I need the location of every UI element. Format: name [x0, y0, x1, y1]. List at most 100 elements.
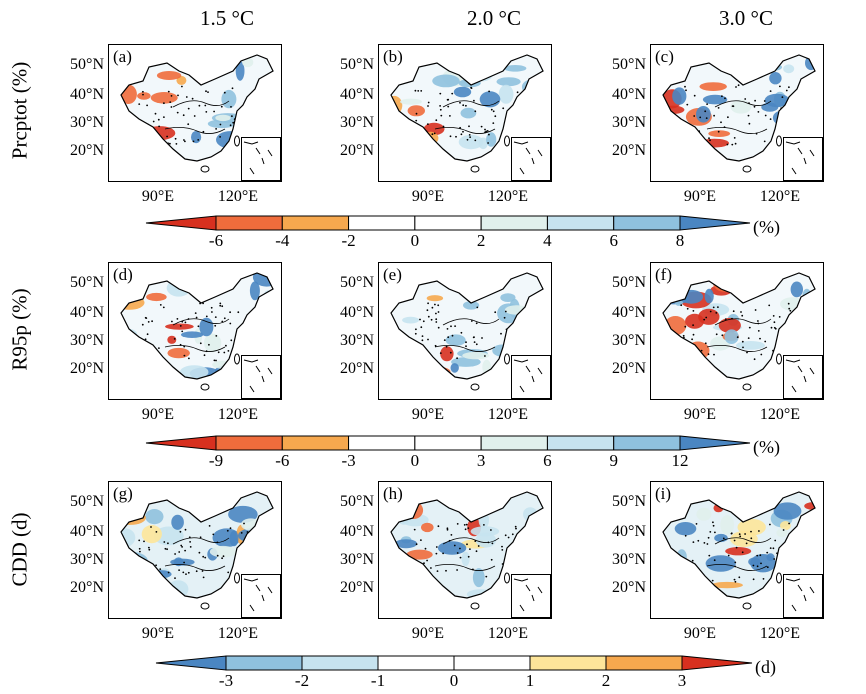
lon-tick-label: 120°E: [487, 406, 529, 423]
colorbar-tick-label: 4: [543, 231, 552, 250]
lon-tick-label: 90°E: [683, 406, 717, 423]
colorbar-tick-label: -6: [275, 451, 290, 470]
lat-tick-label: 50°N: [70, 274, 104, 291]
china-map: [120, 491, 274, 610]
map-panel-e: (e): [378, 262, 552, 400]
lon-tick-label: 120°E: [217, 406, 259, 423]
colorbar-tick-label: -4: [275, 231, 290, 250]
row-title-r95p: R95p (%): [7, 288, 32, 371]
south-china-sea-inset: [511, 355, 551, 399]
lat-tick-label: 40°N: [340, 523, 374, 540]
lat-tick-label: 20°N: [340, 142, 374, 159]
lat-tick-label: 50°N: [340, 56, 374, 73]
lon-tick-label: 90°E: [411, 188, 445, 205]
colorbar-tick-label: -3: [341, 451, 356, 470]
colorbar-tick-label: -1: [370, 671, 386, 690]
colorbar-3: [155, 655, 753, 671]
colorbar-tick-label: 0: [449, 671, 459, 690]
lat-tick-label: 30°N: [70, 551, 104, 568]
map-panel-i: (i): [650, 481, 824, 619]
colorbar-tick-label: 3: [476, 451, 486, 470]
lat-tick-label: 30°N: [340, 114, 374, 131]
colorbar-tick-label: -9: [208, 451, 224, 470]
lon-tick-label: 90°E: [411, 406, 445, 423]
colorbar-tick-label: 2: [601, 671, 611, 690]
map-panel-g: (g): [108, 481, 282, 619]
colorbar-unit: (%): [753, 437, 780, 457]
lat-tick-label: 40°N: [70, 86, 104, 103]
lon-tick-label: 90°E: [411, 625, 445, 642]
column-title-2-0: 2.0 °C: [467, 6, 521, 30]
lat-tick-label: 30°N: [340, 551, 374, 568]
colorbar-tick-label: -2: [294, 671, 310, 690]
column-title-3-0: 3.0 °C: [719, 6, 773, 30]
lon-tick-label: 90°E: [141, 188, 175, 205]
lat-tick-label: 20°N: [70, 579, 104, 596]
map-panel-f: (f): [650, 262, 824, 400]
lat-tick-label: 40°N: [340, 304, 374, 321]
panel-label: (a): [113, 47, 132, 66]
lat-tick-label: 40°N: [70, 304, 104, 321]
lat-tick-label: 50°N: [340, 274, 374, 291]
column-title-1-5: 1.5 °C: [200, 6, 254, 30]
row-title-cdd: CDD (d): [7, 512, 32, 587]
lon-tick-label: 120°E: [759, 188, 801, 205]
lat-tick-label: 20°N: [340, 360, 374, 377]
map-panel-h: (h): [378, 481, 552, 619]
colorbar-tick-label: 12: [671, 451, 689, 470]
lat-tick-label: 30°N: [70, 114, 104, 131]
lat-tick-label: 30°N: [612, 114, 646, 131]
panel-label: (d): [113, 265, 133, 284]
south-china-sea-inset: [241, 574, 281, 618]
lat-tick-label: 30°N: [612, 551, 646, 568]
lat-tick-label: 20°N: [340, 579, 374, 596]
colorbar-1: [145, 215, 751, 231]
lon-tick-label: 120°E: [759, 625, 801, 642]
map-panel-a: (a): [108, 44, 282, 182]
panel-label: (f): [655, 265, 672, 284]
lon-tick-label: 90°E: [141, 406, 175, 423]
lat-tick-label: 50°N: [612, 274, 646, 291]
colorbar-tick-label: 2: [476, 231, 486, 250]
panel-label: (h): [383, 484, 403, 503]
panel-label: (e): [383, 265, 402, 284]
lat-tick-label: 40°N: [70, 523, 104, 540]
lat-tick-label: 30°N: [70, 332, 104, 349]
colorbar-tick-label: 0: [410, 451, 420, 470]
south-china-sea-inset: [783, 574, 823, 618]
lat-tick-label: 50°N: [340, 493, 374, 510]
panel-label: (g): [113, 484, 133, 503]
colorbar-tick-label: 9: [609, 451, 618, 470]
panel-label: (i): [655, 484, 672, 503]
colorbar-tick-label: 6: [543, 451, 552, 470]
south-china-sea-inset: [783, 137, 823, 181]
lon-tick-label: 120°E: [487, 625, 529, 642]
south-china-sea-inset: [783, 355, 823, 399]
lat-tick-label: 40°N: [340, 86, 374, 103]
panel-label: (c): [655, 47, 674, 66]
colorbar-tick-label: 1: [525, 671, 535, 690]
lon-tick-label: 90°E: [141, 625, 175, 642]
colorbar-tick-label: 6: [609, 231, 618, 250]
colorbar-tick-label: -2: [341, 231, 356, 250]
colorbar-2: [145, 435, 751, 451]
colorbar-tick-label: -3: [218, 671, 234, 690]
map-panel-c: (c): [650, 44, 824, 182]
lat-tick-label: 20°N: [70, 360, 104, 377]
lon-tick-label: 90°E: [683, 625, 717, 642]
south-china-sea-inset: [511, 137, 551, 181]
colorbar-tick-label: 0: [410, 231, 420, 250]
row-title-prcptot: Prcptot (%): [7, 61, 32, 160]
colorbar-unit: (d): [755, 657, 776, 677]
south-china-sea-inset: [241, 355, 281, 399]
lat-tick-label: 50°N: [612, 493, 646, 510]
lon-tick-label: 120°E: [217, 188, 259, 205]
lat-tick-label: 20°N: [612, 142, 646, 159]
lon-tick-label: 90°E: [683, 188, 717, 205]
lon-tick-label: 120°E: [487, 188, 529, 205]
lat-tick-label: 20°N: [612, 579, 646, 596]
china-map: [390, 491, 544, 610]
lat-tick-label: 20°N: [70, 142, 104, 159]
colorbar-tick-label: -6: [208, 231, 224, 250]
lat-tick-label: 40°N: [612, 523, 646, 540]
